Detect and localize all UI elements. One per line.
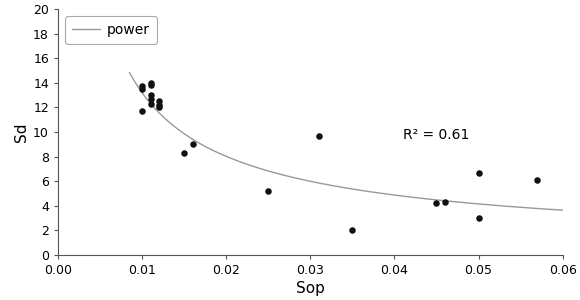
Point bbox=[264, 189, 273, 194]
Point bbox=[146, 80, 155, 85]
power bbox=[453, 200, 460, 204]
Point bbox=[146, 101, 155, 106]
Point bbox=[146, 83, 155, 88]
Point bbox=[314, 133, 324, 138]
Point bbox=[137, 86, 147, 91]
Point bbox=[154, 103, 164, 107]
power bbox=[409, 196, 416, 199]
power bbox=[576, 209, 580, 213]
Point bbox=[137, 109, 147, 113]
Point bbox=[146, 96, 155, 101]
power bbox=[180, 131, 187, 135]
power bbox=[273, 171, 280, 175]
Point bbox=[154, 105, 164, 110]
Point bbox=[180, 151, 189, 155]
Point bbox=[154, 99, 164, 103]
Point bbox=[474, 216, 483, 220]
Point bbox=[440, 200, 450, 205]
Point bbox=[432, 201, 441, 206]
X-axis label: Sop: Sop bbox=[296, 281, 325, 296]
Point bbox=[533, 178, 542, 182]
Point bbox=[188, 142, 197, 147]
power bbox=[304, 179, 311, 182]
power bbox=[451, 200, 458, 203]
Point bbox=[348, 228, 357, 233]
Point bbox=[137, 84, 147, 89]
power bbox=[126, 71, 133, 74]
Legend: power: power bbox=[65, 16, 157, 44]
Y-axis label: Sd: Sd bbox=[14, 122, 29, 142]
Line: power: power bbox=[129, 73, 579, 211]
Text: R² = 0.61: R² = 0.61 bbox=[403, 128, 469, 142]
Point bbox=[474, 170, 483, 175]
Point bbox=[146, 93, 155, 98]
